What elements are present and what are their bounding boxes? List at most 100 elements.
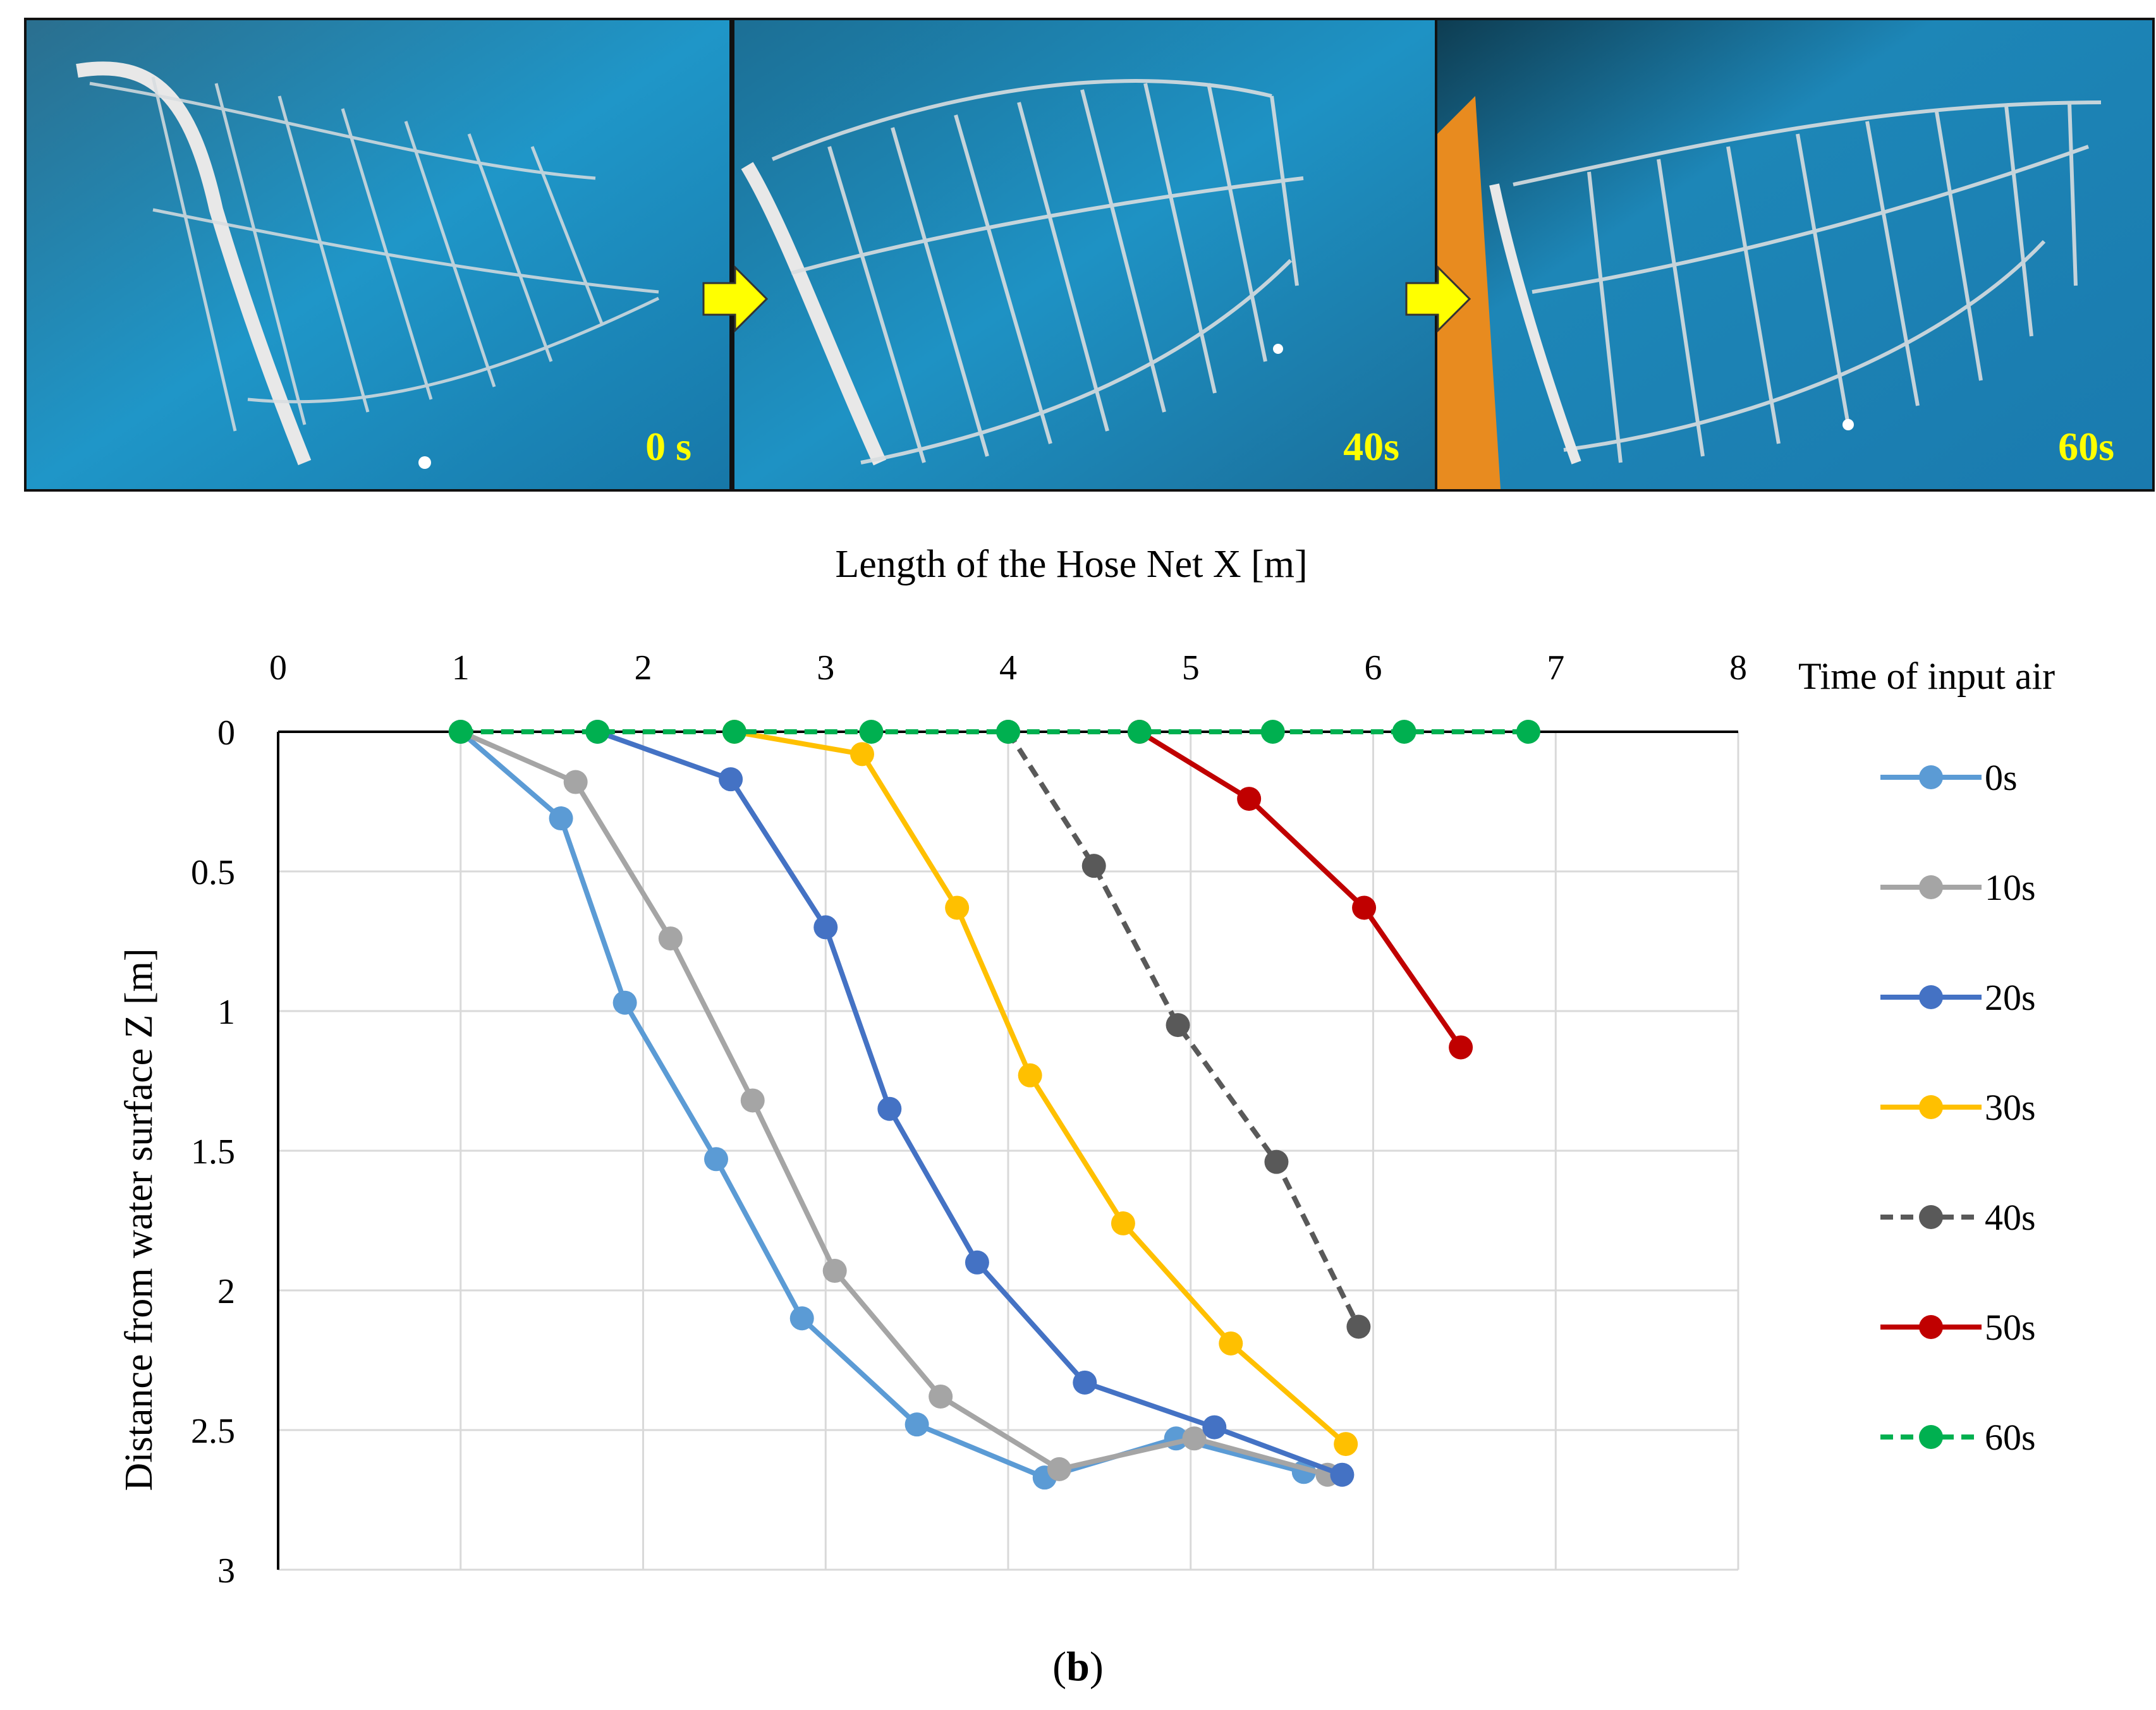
data-point (1334, 1432, 1358, 1457)
legend-swatch-marker (1919, 1205, 1943, 1229)
x-tick-label: 4 (999, 648, 1017, 688)
legend-swatch-marker (1919, 985, 1943, 1009)
legend-label: 60s (1985, 1417, 2036, 1458)
series-30s (722, 720, 1358, 1457)
data-point (904, 1412, 929, 1437)
data-point (448, 720, 473, 744)
data-point (1127, 720, 1152, 744)
photo-strip: 0 s 40s (24, 18, 2155, 492)
series-20s (585, 720, 1355, 1487)
data-point (1182, 1426, 1207, 1451)
data-point (549, 806, 573, 831)
x-tick-label: 6 (1365, 648, 1382, 688)
data-point (719, 767, 743, 792)
x-tick-label: 5 (1182, 648, 1200, 688)
data-point (822, 1259, 847, 1283)
data-point (813, 915, 838, 940)
legend-label: 10s (1985, 867, 2036, 908)
data-point (612, 990, 637, 1015)
data-point (585, 720, 610, 744)
series-line (596, 729, 1343, 1477)
y-axis-title: Distance from water surface Z [m] (118, 949, 161, 1491)
data-point (658, 926, 683, 951)
legend-item-30s: 30s (1880, 1087, 2036, 1128)
data-point (877, 1096, 902, 1121)
data-point (740, 1088, 765, 1113)
legend-label: 0s (1985, 757, 2018, 798)
data-point (1111, 1211, 1135, 1235)
series-40s (996, 720, 1371, 1339)
data-point (945, 895, 970, 920)
x-tick-label: 8 (1729, 648, 1747, 688)
data-point (1237, 787, 1262, 811)
legend-item-10s: 10s (1880, 867, 2036, 908)
series-line (1138, 729, 1463, 1049)
photo-0s: 0 s (24, 18, 732, 492)
y-ticks: 0 0.5 1 1.5 2 2.5 3 (191, 713, 235, 1591)
x-tick-label: 0 (269, 648, 287, 688)
data-point (704, 1147, 728, 1172)
legend-title: Time of input air (1798, 655, 2055, 697)
legend-item-60s: 60s (1880, 1417, 2036, 1458)
data-point (1047, 1457, 1071, 1481)
data-point (1260, 720, 1285, 744)
legend-item-40s: 40s (1880, 1197, 2036, 1238)
x-tick-label: 3 (817, 648, 834, 688)
y-tick-label: 1 (217, 993, 235, 1032)
legend-swatch-marker (1919, 1315, 1943, 1339)
data-point (1219, 1331, 1243, 1355)
caption-open-paren: ( (1052, 1644, 1067, 1690)
legend-swatch-marker (1919, 1095, 1943, 1119)
series-group (448, 720, 1540, 1490)
data-point (1330, 1462, 1355, 1487)
net-photo-40s-image (734, 20, 1437, 489)
data-point (859, 720, 884, 744)
caption-close-paren: ) (1089, 1644, 1104, 1690)
data-point (1346, 1314, 1371, 1339)
data-point (850, 742, 874, 767)
data-point (1202, 1415, 1227, 1440)
data-point (1449, 1035, 1473, 1060)
data-point (1352, 895, 1377, 920)
net-photo-60s-image (1437, 20, 2152, 489)
y-tick-label: 3 (217, 1551, 235, 1591)
figure-caption: (b) (0, 1643, 2156, 1691)
photo-label-0s: 0 s (645, 424, 691, 469)
series-50s (1127, 720, 1473, 1060)
photo-60s: 60s (1435, 18, 2155, 492)
data-point (996, 720, 1020, 744)
y-tick-label: 1.5 (191, 1132, 235, 1172)
caption-letter: b (1066, 1644, 1090, 1690)
arrow-right-icon (702, 265, 769, 333)
x-ticks: 0 1 2 3 4 5 6 7 8 (269, 648, 1747, 688)
legend-label: 20s (1985, 977, 2036, 1018)
series-60s (448, 720, 1540, 744)
data-point (1081, 854, 1106, 878)
legend-label: 30s (1985, 1087, 2036, 1128)
x-axis-title: Length of the Hose Net X [m] (835, 543, 1307, 586)
data-point (722, 720, 746, 744)
arrow-right-icon (1405, 265, 1471, 333)
data-point (1073, 1370, 1097, 1395)
data-point (1516, 720, 1540, 744)
y-tick-label: 2.5 (191, 1412, 235, 1451)
x-tick-label: 1 (452, 648, 470, 688)
grid (277, 731, 1739, 1571)
data-point (1264, 1149, 1289, 1174)
data-point (789, 1306, 814, 1331)
legend: Time of input air 0s 10s 20s 30s 40s 50s 60s (1798, 655, 2055, 1458)
net-photo-0s-image (27, 20, 729, 489)
hose-net-profile-chart: Length of the Hose Net X [m] Distance fr… (118, 543, 2055, 1591)
photo-40s: 40s (732, 18, 1440, 492)
data-point (563, 770, 588, 794)
data-point (1392, 720, 1416, 744)
photo-label-60s: 60s (2058, 424, 2114, 469)
x-tick-label: 7 (1547, 648, 1564, 688)
photo-label-40s: 40s (1343, 424, 1399, 469)
y-tick-label: 0.5 (191, 853, 235, 892)
legend-swatch-marker (1919, 765, 1943, 789)
legend-item-50s: 50s (1880, 1307, 2036, 1348)
series-line (1006, 730, 1361, 1328)
legend-swatch-marker (1919, 1425, 1943, 1449)
data-point (929, 1384, 953, 1409)
